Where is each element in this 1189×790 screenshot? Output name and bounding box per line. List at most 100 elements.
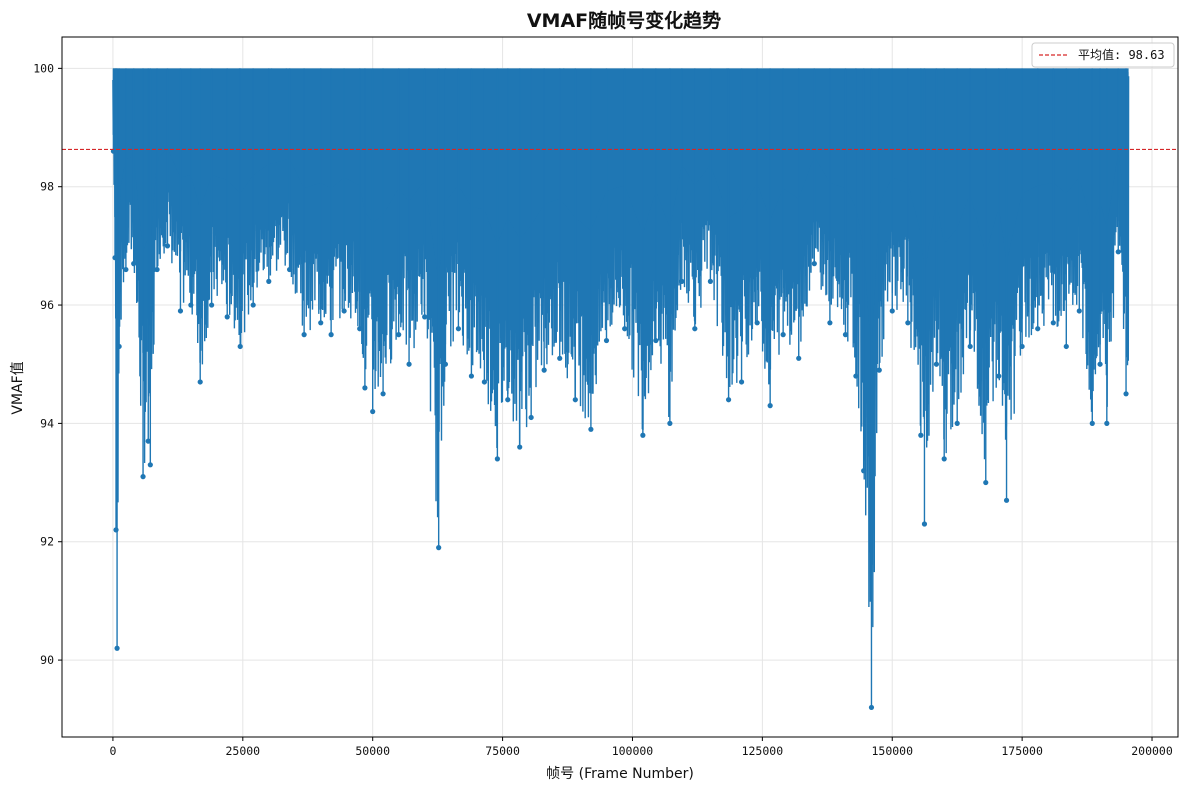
y-axis-label: VMAF值	[10, 361, 26, 414]
series-point	[1123, 391, 1129, 397]
x-tick-label: 175000	[1001, 744, 1043, 758]
series-point	[422, 314, 428, 320]
series-point	[266, 278, 272, 284]
y-tick-label: 90	[40, 653, 54, 667]
series-point	[941, 456, 947, 462]
series-point	[113, 527, 119, 533]
series-point	[588, 426, 594, 432]
series-point	[954, 420, 960, 426]
series-point	[811, 261, 817, 267]
series-point	[362, 385, 368, 391]
series-point	[868, 704, 875, 711]
x-tick-label: 75000	[485, 744, 520, 758]
series-point	[380, 391, 386, 397]
series-point	[147, 462, 153, 468]
x-axis-ticks: 0 25000 50000 75000 100000 125000 150000 175000…	[109, 737, 1173, 758]
x-tick-label: 125000	[742, 744, 784, 758]
series-point	[780, 332, 786, 338]
series-point	[328, 332, 334, 338]
x-tick-label: 0	[109, 744, 116, 758]
y-tick-label: 96	[40, 298, 54, 312]
series-point	[767, 403, 773, 409]
x-tick-label: 50000	[355, 744, 390, 758]
series-point	[667, 420, 673, 426]
series-point	[754, 320, 760, 326]
series-point	[140, 474, 146, 480]
series-point	[983, 479, 989, 486]
series-point	[455, 326, 462, 332]
series-point	[224, 314, 230, 320]
series-point	[357, 326, 363, 332]
series-point	[603, 337, 610, 344]
series-point	[1097, 361, 1103, 367]
x-axis-label: 帧号 (Frame Number)	[546, 766, 694, 782]
series-point	[853, 373, 859, 379]
series-point	[116, 343, 122, 350]
series-point	[517, 444, 523, 450]
series-point	[286, 266, 293, 273]
series-point	[1003, 497, 1010, 503]
series-point	[131, 261, 137, 267]
series-point	[557, 355, 563, 361]
series-point	[541, 367, 547, 373]
series-point	[1115, 249, 1121, 255]
series-point	[164, 243, 171, 249]
series-point	[827, 320, 833, 326]
plot-frame	[61, 36, 1179, 738]
series-point	[436, 545, 442, 551]
series-point	[1035, 326, 1041, 332]
series-point	[370, 408, 376, 415]
y-axis-ticks: 90 92 94 96 98 100	[33, 61, 62, 667]
series-point	[876, 367, 882, 373]
series-point	[237, 343, 243, 350]
series-point	[707, 278, 714, 284]
series-point	[622, 326, 628, 332]
x-tick-label: 150000	[871, 744, 913, 758]
series-point	[967, 343, 973, 350]
series-point	[1076, 308, 1082, 314]
series-point	[301, 332, 307, 338]
series-point	[494, 456, 500, 462]
x-tick-label: 100000	[612, 744, 654, 758]
series-point	[738, 379, 745, 385]
series-point	[154, 266, 160, 273]
series-dense-band	[112, 68, 1129, 343]
series-point	[842, 332, 849, 338]
x-tick-label: 25000	[225, 744, 260, 758]
series-point	[572, 397, 578, 403]
series-point	[188, 302, 194, 308]
series-point	[861, 468, 867, 474]
series-point	[123, 266, 129, 273]
series-point	[250, 302, 256, 308]
series-point	[996, 373, 1002, 379]
legend: 平均值: 98.63	[1031, 42, 1175, 68]
series-point	[640, 432, 646, 438]
x-tick-label: 200000	[1131, 744, 1173, 758]
y-tick-label: 92	[40, 535, 54, 549]
series-point	[177, 308, 184, 314]
series-point	[653, 337, 659, 344]
series-point	[341, 308, 347, 314]
series-point	[905, 320, 911, 326]
series-point	[197, 379, 203, 385]
series-point	[481, 379, 487, 385]
series-point	[442, 361, 449, 367]
series-point	[528, 414, 534, 421]
legend-box	[1031, 42, 1175, 68]
series-point	[725, 397, 732, 403]
series-point	[406, 361, 412, 367]
series-point	[889, 308, 895, 314]
series-point	[468, 373, 475, 379]
series-point	[1063, 343, 1069, 350]
series-point	[209, 302, 215, 308]
series-point	[1104, 420, 1110, 426]
series-point	[114, 645, 120, 651]
series-point	[396, 332, 402, 338]
series-point	[318, 320, 324, 326]
series-point	[1050, 320, 1056, 326]
series-point	[918, 432, 924, 438]
series-point	[921, 521, 928, 527]
series-point	[692, 326, 698, 332]
series-point	[679, 278, 685, 284]
series-point	[505, 397, 511, 403]
